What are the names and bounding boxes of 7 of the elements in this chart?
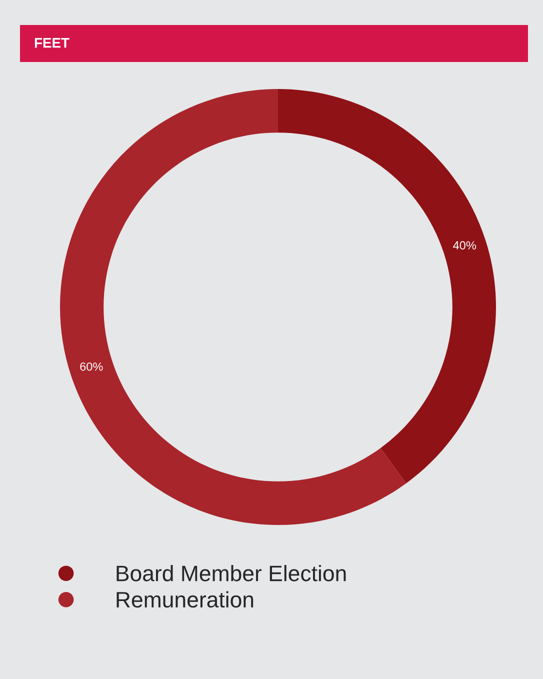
legend-label: Board Member Election: [116, 565, 346, 582]
data-label: 40%: [453, 241, 476, 250]
legend-label: Remuneration: [116, 591, 254, 608]
donut-slice: [278, 89, 496, 484]
chart-title: FEET: [34, 38, 70, 48]
donut-slice: [60, 89, 406, 525]
data-label: 60%: [80, 362, 103, 371]
